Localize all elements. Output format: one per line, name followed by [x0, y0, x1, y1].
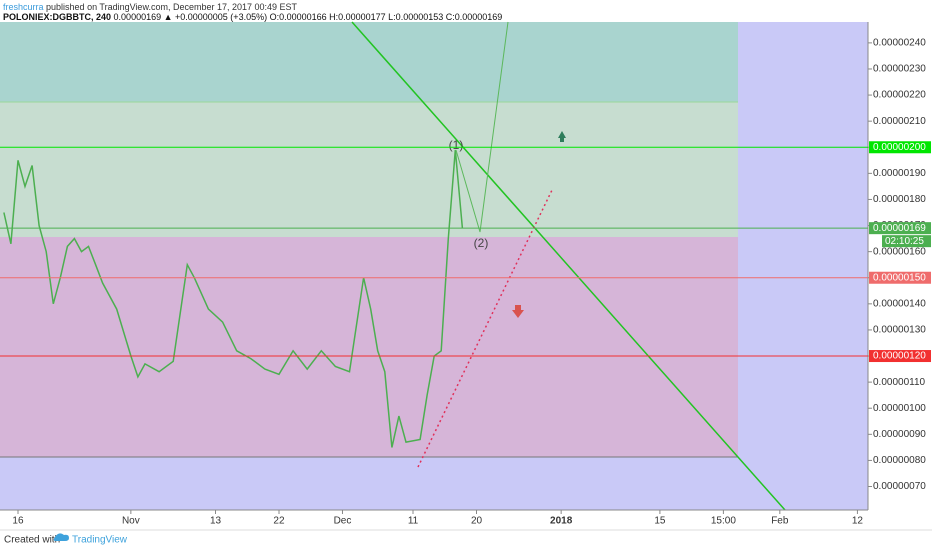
x-tick-label: 11: [408, 516, 419, 527]
y-tick-label: 0.00000130: [873, 325, 926, 336]
countdown: 02:10:25: [885, 236, 924, 247]
y-tick-label: 0.00000210: [873, 116, 926, 127]
x-tick-label: 12: [852, 516, 864, 527]
x-tick-label: Feb: [771, 516, 789, 527]
x-tick-label: 13: [210, 516, 222, 527]
x-tick-label: Nov: [122, 516, 140, 527]
y-tick-label: 0.00000090: [873, 429, 926, 440]
price-tag-label: 0.00000150: [873, 272, 926, 283]
annotation: (2): [474, 236, 489, 250]
price-line-series: [3, 149, 464, 448]
price-tag: [869, 271, 931, 284]
trend-line: [351, 21, 786, 511]
x-tick-label: 16: [12, 516, 24, 527]
x-tick-label: 2018: [550, 516, 573, 527]
y-tick-label: 0.00000180: [873, 194, 926, 205]
price-tag: [869, 350, 931, 363]
y-tick-label: 0.00000240: [873, 38, 926, 49]
zone-mid: [0, 102, 738, 237]
projection: [455, 21, 509, 233]
price-tag: [869, 141, 931, 154]
published: published on TradingView.com, December 1…: [46, 2, 298, 12]
y-tick-label: 0.00000230: [873, 64, 926, 75]
x-tick-label: 20: [471, 516, 483, 527]
symbol-line: POLONIEX:DGBBTC, 240 0.00000169 ▲ +0.000…: [3, 12, 502, 22]
symbol: POLONIEX:DGBBTC, 240: [3, 12, 112, 22]
zone-pink: [0, 237, 738, 457]
price-tag: [869, 222, 931, 235]
header: freshcurra published on TradingView.com,…: [3, 2, 297, 12]
price-tag-label: 0.00000120: [873, 351, 926, 362]
rocket-icon: [558, 131, 566, 142]
y-tick-label: 0.00000110: [873, 377, 926, 388]
y-tick-label: 0.00000190: [873, 168, 926, 179]
down-arrow: [512, 305, 524, 318]
countdown-box: [882, 235, 931, 248]
price-axis: [868, 22, 932, 510]
y-tick-label: 0.00000080: [873, 455, 926, 466]
y-tick-label: 0.00000220: [873, 90, 926, 101]
x-tick-label: 15: [654, 516, 666, 527]
annotation: (1): [449, 138, 464, 152]
x-tick-label: 15:00: [711, 516, 736, 527]
price-tag-label: 0.00000169: [873, 223, 926, 234]
y-tick-label: 0.00000070: [873, 481, 926, 492]
brand[interactable]: TradingView: [72, 535, 128, 546]
y-tick-label: 0.00000140: [873, 298, 926, 309]
footer-text: Created with: [4, 535, 60, 546]
y-tick-label: 0.00000160: [873, 246, 926, 257]
author[interactable]: freshcurra: [3, 2, 44, 12]
zone-top: [0, 22, 738, 102]
price-tag-label: 0.00000200: [873, 142, 926, 153]
logo: [53, 533, 69, 541]
x-tick-label: Dec: [334, 516, 352, 527]
x-tick-label: 22: [273, 516, 285, 527]
dotted-trend: [417, 187, 554, 468]
quote: 0.00000169 ▲ +0.00000005 (+3.05%) O:0.00…: [113, 12, 503, 22]
y-tick-label: 0.00000100: [873, 403, 926, 414]
